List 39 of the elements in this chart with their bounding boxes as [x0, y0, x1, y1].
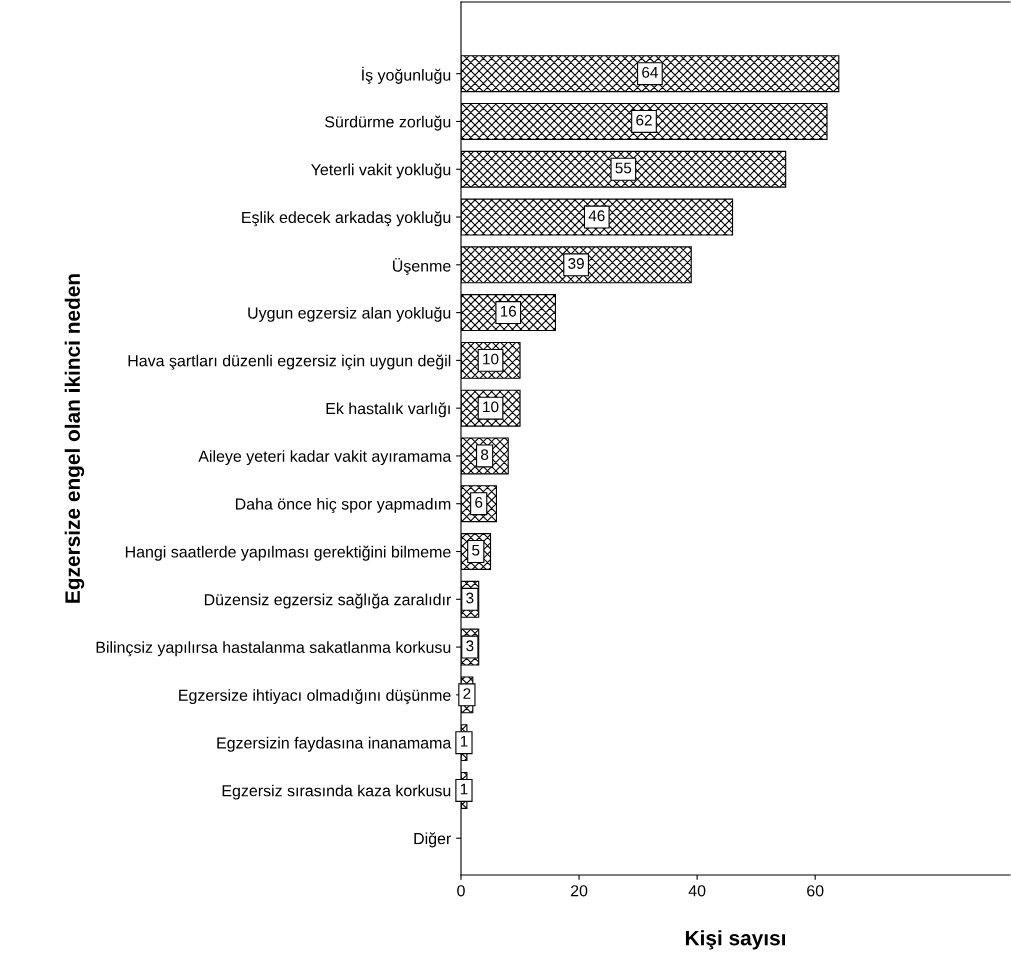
y-tick-label: Uygun egzersiz alan yokluğu [248, 306, 451, 322]
y-tick-label: Daha önce hiç spor yapmadım [235, 497, 451, 513]
y-tick-label: Eşlik edecek arkadaş yokluğu [242, 211, 451, 227]
data-label: 10 [483, 401, 499, 413]
y-axis-title: Egzersize engel olan ikinci neden [64, 274, 85, 603]
y-tick-label: Düzensiz egzersiz sağlığa zaralıdır [204, 593, 452, 609]
x-tick-label: 40 [688, 885, 706, 897]
x-tick-label: 0 [457, 885, 465, 897]
x-tick-label: 20 [570, 885, 588, 897]
y-tick-label: Yeterli vakit yokluğu [311, 163, 451, 179]
data-label: 3 [466, 640, 474, 652]
y-tick-label: Hangi saatlerde yapılması gerektiğini bilmeme [125, 545, 451, 561]
x-tick-label: 60 [807, 885, 824, 897]
y-tick-label: Egzersizin faydasına inanamama [217, 736, 452, 752]
y-tick-label: Sürdürme zorluğu [325, 115, 451, 131]
y-tick-label: Üşenme [393, 258, 451, 275]
y-tick-label: İş yoğunluğu [362, 66, 451, 84]
y-tick-label: Hava şartları düzenli egzersiz için uygun değil [128, 354, 451, 370]
y-tick-label: Egzersiz sırasında kaza korkusu [222, 784, 451, 800]
y-tick-label: Diğer [414, 832, 452, 848]
data-label: 2 [463, 688, 471, 699]
data-label: 64 [642, 66, 658, 78]
y-tick-label: Egzersize ihtiyacı olmadığını düşünme [179, 688, 451, 705]
y-tick-label: Aileye yeteri kadar vakit ayıramama [198, 450, 452, 466]
data-label: 62 [636, 114, 652, 126]
data-label: 1 [460, 783, 468, 795]
x-axis-title: Kişi sayısı [685, 930, 786, 950]
data-label: 8 [481, 449, 489, 461]
data-label: 55 [615, 162, 632, 174]
data-label: 6 [475, 497, 483, 508]
data-label: 10 [483, 353, 499, 365]
y-tick-label: Bilinçsiz yapılırsa hastalanma sakatlanma korkusu [96, 641, 451, 657]
data-label: 39 [568, 258, 584, 269]
data-label: 3 [466, 592, 474, 604]
data-label: 5 [472, 544, 480, 556]
y-tick-label: Ek hastalık varlığı [326, 402, 450, 418]
data-label: 46 [588, 210, 605, 222]
data-label: 1 [460, 736, 468, 747]
data-label: 16 [500, 305, 517, 317]
